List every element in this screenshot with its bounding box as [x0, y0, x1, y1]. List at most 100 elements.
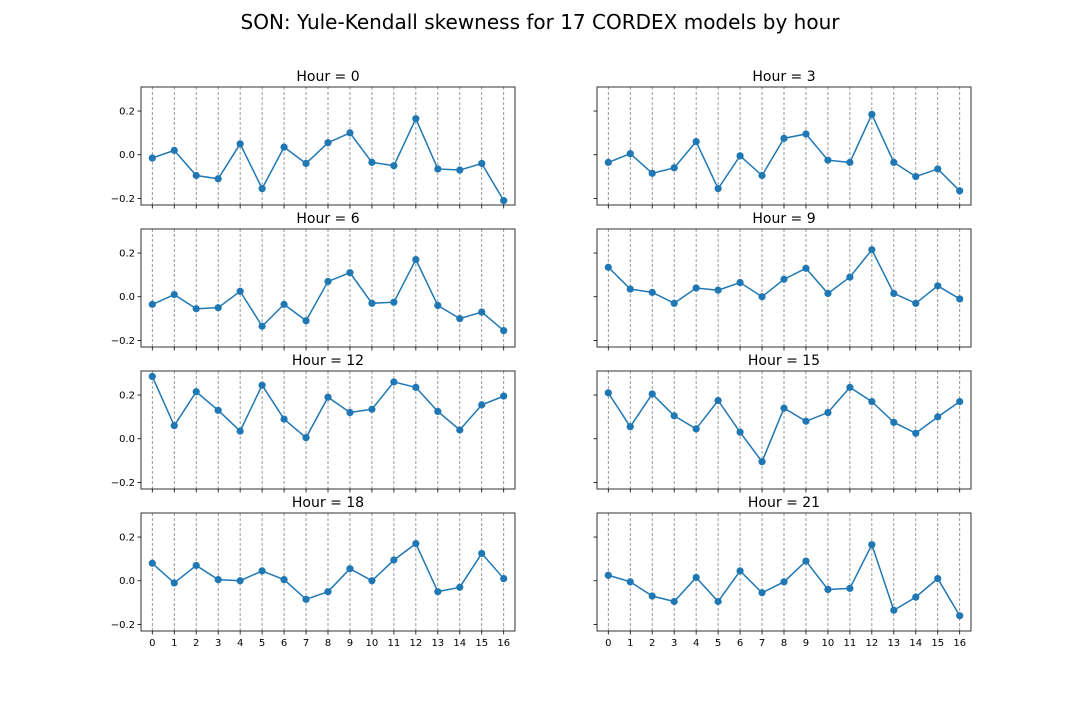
axes-frame: [140, 228, 516, 348]
y-tick-label: 0.2: [119, 533, 135, 544]
data-point: [390, 556, 398, 564]
data-point: [412, 115, 420, 123]
x-tick-label: 15: [931, 638, 944, 649]
data-point: [692, 138, 700, 146]
x-tick-label: 13: [887, 638, 900, 649]
data-point: [912, 299, 920, 307]
axes-frame: [140, 86, 516, 206]
data-point: [670, 164, 678, 172]
data-point: [302, 434, 310, 442]
subplot-title: Hour = 6: [296, 211, 359, 227]
y-tick-label: 0.2: [119, 107, 135, 118]
data-point: [846, 158, 854, 166]
data-point: [802, 264, 810, 272]
subplot-5: Hour = 15: [593, 353, 972, 493]
x-tick-label: 12: [409, 638, 422, 649]
subplot-title: Hour = 15: [748, 353, 820, 369]
data-point: [934, 413, 942, 421]
data-point: [912, 429, 920, 437]
data-point: [434, 588, 442, 596]
x-tick-label: 2: [649, 638, 655, 649]
subplot-1: Hour = 3: [593, 69, 972, 209]
x-tick-label: 9: [347, 638, 353, 649]
data-point: [824, 585, 832, 594]
data-point: [714, 286, 722, 294]
data-point: [214, 304, 222, 312]
data-point: [478, 401, 486, 409]
data-point: [324, 277, 332, 286]
subplot-grid: Hour = 0 −0.2 0.0 0.2 Hour = 3 Hour = 6 −0.2 0.…: [111, 69, 972, 649]
data-point: [236, 287, 244, 295]
x-tick-label: 16: [497, 638, 510, 649]
data-point: [824, 289, 832, 298]
subplot-title: Hour = 21: [748, 495, 820, 511]
data-point: [758, 589, 766, 597]
data-point: [692, 425, 700, 433]
data-point: [692, 573, 700, 582]
subplot-title: Hour = 9: [752, 211, 815, 227]
data-point: [302, 595, 310, 603]
x-tick-label: 3: [215, 638, 221, 649]
data-point: [346, 269, 354, 277]
data-point: [956, 295, 964, 303]
data-point: [368, 405, 376, 413]
data-point: [692, 284, 700, 292]
data-point: [170, 579, 178, 587]
data-point: [148, 559, 156, 567]
subplot-3: Hour = 9: [593, 211, 972, 351]
x-tick-label: 10: [822, 638, 835, 649]
subplot-7: Hour = 210 1 2 3 4 5 6 7 8 9 10 11 12 13 14 15 16: [593, 495, 972, 649]
data-point: [868, 246, 876, 254]
data-point: [346, 408, 354, 417]
axes-frame: [140, 370, 516, 490]
x-tick-label: 10: [366, 638, 379, 649]
data-point: [626, 150, 634, 158]
x-tick-label: 12: [865, 638, 878, 649]
x-tick-label: 14: [909, 638, 922, 649]
y-tick-label: 0.0: [119, 434, 135, 445]
data-point: [912, 593, 920, 601]
data-point: [500, 197, 508, 205]
data-point: [324, 139, 332, 147]
data-point: [236, 427, 244, 435]
data-point: [148, 154, 156, 162]
subplot-title: Hour = 18: [292, 495, 364, 511]
data-point: [368, 299, 376, 307]
x-tick-label: 2: [193, 638, 199, 649]
data-point: [412, 539, 420, 548]
data-point: [280, 415, 288, 423]
data-point: [604, 158, 612, 166]
data-point: [604, 571, 612, 579]
data-point: [956, 187, 964, 195]
data-point: [802, 417, 810, 425]
data-point: [934, 282, 942, 290]
subplot-title: Hour = 12: [292, 353, 364, 369]
data-point: [648, 592, 656, 600]
subplot-2: Hour = 6 −0.2 0.0 0.2: [111, 211, 516, 351]
data-point: [478, 159, 486, 168]
x-tick-label: 6: [281, 638, 287, 649]
data-point: [500, 574, 508, 583]
x-tick-label: 14: [453, 638, 466, 649]
x-tick-label: 9: [803, 638, 809, 649]
data-point: [280, 143, 288, 151]
data-point: [346, 565, 354, 573]
x-tick-label: 5: [715, 638, 721, 649]
data-point: [912, 172, 920, 181]
data-point: [890, 418, 898, 426]
data-point: [434, 301, 442, 310]
data-point: [302, 159, 310, 168]
x-tick-label: 7: [303, 638, 309, 649]
x-tick-label: 5: [259, 638, 265, 649]
data-point: [868, 110, 876, 118]
data-point: [324, 588, 332, 596]
x-tick-label: 16: [953, 638, 966, 649]
data-point: [214, 175, 222, 183]
data-point: [890, 289, 898, 298]
figure-title: SON: Yule-Kendall skewness for 17 CORDEX…: [241, 10, 841, 34]
data-point: [170, 290, 178, 299]
data-point: [846, 584, 854, 592]
data-point: [258, 322, 266, 330]
